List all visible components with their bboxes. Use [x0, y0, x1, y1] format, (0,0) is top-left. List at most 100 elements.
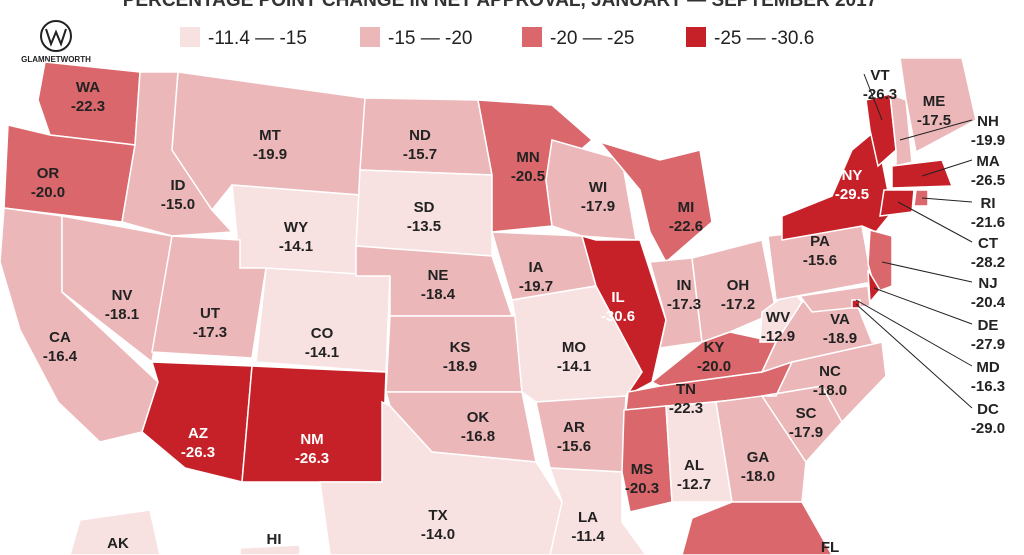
state-value: -17.2 [721, 296, 755, 313]
state-abbr: WV [766, 309, 790, 326]
state-value: -26.3 [295, 450, 329, 467]
legend-swatch [686, 27, 706, 47]
state [867, 229, 893, 293]
state [621, 405, 673, 513]
state-value: -28.2 [971, 254, 1005, 271]
legend-label: -15 — -20 [388, 28, 472, 49]
state-abbr: NJ [978, 275, 997, 292]
state-value: -21.6 [971, 214, 1005, 231]
state-abbr: ND [409, 127, 431, 144]
state-value: -12.7 [677, 476, 711, 493]
state-abbr: WY [284, 219, 308, 236]
state [597, 140, 713, 264]
state-value: -18.0 [741, 468, 775, 485]
state-value: -19.9 [253, 146, 287, 163]
state [649, 257, 703, 349]
legend-label: -20 — -25 [550, 28, 634, 49]
state [879, 189, 915, 217]
state-abbr: CA [49, 329, 71, 346]
state-value: -26.3 [863, 86, 897, 103]
state-value: -16.3 [971, 378, 1005, 395]
callout-line [863, 73, 883, 121]
logo-ring [40, 20, 72, 52]
labels: WA -22.3 OR -20.0 CA -16.4 NV -18.1 ID -15.0 MT -19… [31, 67, 1006, 555]
state-value: -15.6 [557, 438, 591, 455]
state-abbr: NE [428, 267, 449, 284]
state [865, 93, 897, 168]
state [867, 269, 881, 304]
state-abbr: LA [578, 509, 598, 526]
state-abbr: SC [796, 405, 817, 422]
state-value: -22.6 [669, 218, 703, 235]
state-abbr: WA [76, 79, 100, 96]
state-abbr: CO [311, 325, 334, 342]
state-abbr: MA [976, 153, 999, 170]
state-value: -14.1 [279, 238, 313, 255]
state-value: -26.3 [181, 444, 215, 461]
state-abbr: MT [259, 127, 281, 144]
callout-line [855, 303, 973, 409]
state-abbr: AZ [188, 425, 208, 442]
state-abbr: IN [677, 277, 692, 294]
state-value: -17.3 [193, 324, 227, 341]
state-abbr: VA [830, 311, 850, 328]
state-value: -20.0 [697, 358, 731, 375]
state-abbr: CT [978, 235, 998, 252]
state-value: -29.5 [835, 186, 869, 203]
state [899, 57, 977, 154]
state-abbr: MN [516, 149, 539, 166]
state-abbr: UT [200, 305, 220, 322]
state-abbr: IL [611, 289, 624, 306]
state-value: -17.9 [789, 424, 823, 441]
logo: GLAMNETWORTH [21, 20, 91, 64]
logo-text: GLAMNETWORTH [21, 55, 91, 64]
state-value: -17.9 [581, 198, 615, 215]
state-value: -20.0 [31, 184, 65, 201]
state-value: -15.7 [403, 146, 437, 163]
callout-line [921, 197, 973, 203]
state-value: -18.0 [813, 382, 847, 399]
state [913, 189, 929, 207]
state-value: -17.5 [917, 112, 951, 129]
state-abbr: OH [727, 277, 750, 294]
state-abbr: MI [678, 199, 695, 216]
state-value: -19.9 [971, 132, 1005, 149]
state-abbr: AL [684, 457, 704, 474]
legend-swatch [522, 27, 542, 47]
state-value: -18.9 [443, 358, 477, 375]
state-value: -18.4 [421, 286, 456, 303]
state-abbr: FL [821, 539, 839, 555]
state-abbr: NM [300, 431, 323, 448]
state-abbr: SD [414, 199, 435, 216]
callout-line [855, 299, 973, 367]
state-abbr: PA [810, 233, 830, 250]
state-abbr: TN [676, 381, 696, 398]
state-value: -12.9 [761, 328, 795, 345]
state-abbr: NC [819, 363, 841, 380]
logo-mark [45, 28, 67, 47]
state-abbr: RI [981, 195, 996, 212]
callout-line [899, 119, 973, 141]
state-abbr: TX [428, 507, 447, 524]
state-abbr: KY [704, 339, 725, 356]
state-abbr: NH [977, 113, 999, 130]
state [580, 234, 667, 397]
state-abbr: DC [977, 401, 999, 418]
state-value: -14.1 [557, 358, 591, 375]
state [681, 501, 833, 555]
state-abbr: MS [631, 461, 654, 478]
state-value: -20.3 [625, 480, 659, 497]
legend-swatch [360, 27, 380, 47]
state-value: -14.1 [305, 344, 339, 361]
state-value: -22.3 [669, 400, 703, 417]
callout-line [921, 159, 973, 177]
state [141, 361, 253, 483]
state-abbr: MD [976, 359, 999, 376]
state-value: -11.4 [571, 528, 605, 545]
state-value: -18.9 [823, 330, 857, 347]
state-value: -15.0 [161, 196, 195, 213]
state-value: -16.8 [461, 428, 495, 445]
legend: -11.4 — -15 -15 — -20 -20 — -25 -25 — -30.6 [180, 27, 814, 49]
state-abbr: AR [563, 419, 585, 436]
